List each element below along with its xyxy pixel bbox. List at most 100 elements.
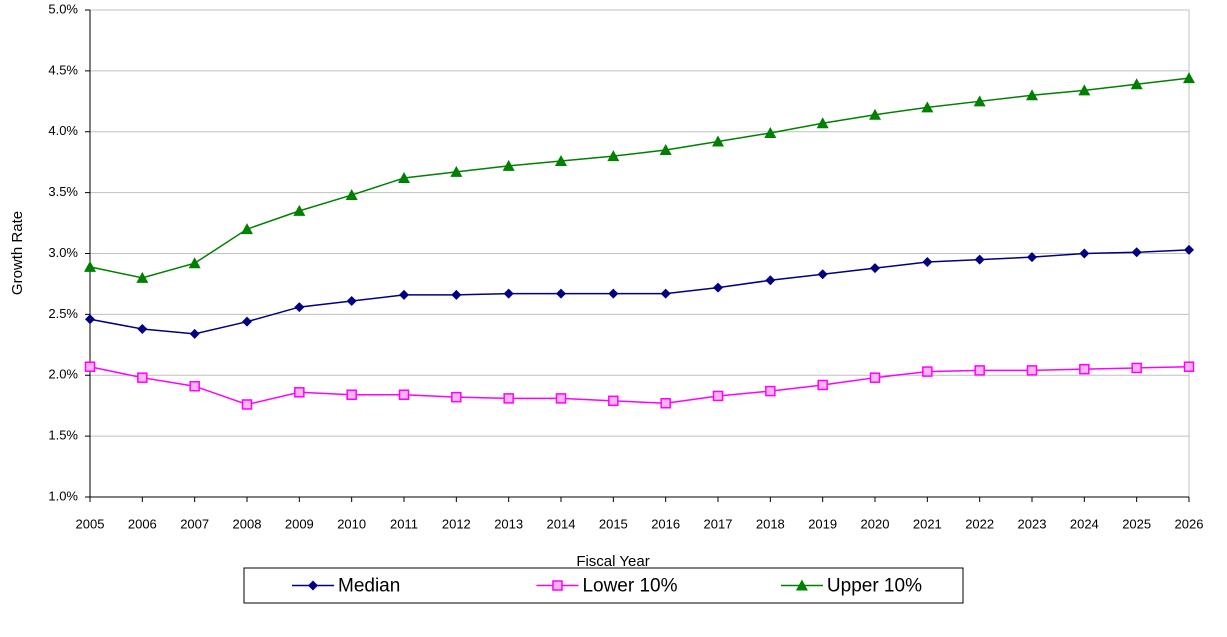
marker: [293, 204, 306, 216]
marker: [974, 365, 985, 376]
legend-label: Median: [338, 576, 400, 597]
marker: [85, 314, 95, 325]
marker: [136, 271, 149, 283]
marker: [922, 366, 933, 377]
series-line: [89, 249, 1190, 335]
legend-marker: [795, 579, 808, 591]
marker: [398, 389, 410, 400]
legend-label: Lower 10%: [582, 576, 677, 597]
y-tick-label: 2.5%: [48, 306, 78, 321]
marker: [294, 302, 305, 313]
legend-label: Upper 10%: [827, 576, 922, 597]
marker: [817, 269, 828, 280]
marker: [242, 316, 252, 327]
marker: [294, 387, 305, 398]
x-tick-label: 2016: [651, 516, 680, 531]
x-tick-label: 2025: [1122, 516, 1151, 531]
x-tick-label: 2023: [1018, 516, 1047, 531]
marker: [188, 257, 201, 269]
marker: [764, 126, 777, 138]
y-tick-label: 3.0%: [48, 245, 78, 260]
series-line: [89, 365, 1190, 406]
marker: [1026, 365, 1038, 376]
x-tick-label: 2013: [494, 516, 523, 531]
x-tick-label: 2024: [1070, 516, 1099, 531]
marker: [189, 328, 200, 339]
marker: [189, 380, 200, 392]
marker: [1184, 244, 1194, 255]
x-tick-label: 2008: [233, 516, 262, 531]
marker: [817, 379, 828, 391]
marker: [241, 399, 253, 410]
y-tick-label: 4.0%: [48, 123, 78, 138]
x-tick-label: 2022: [965, 516, 994, 531]
x-tick-label: 2021: [913, 516, 942, 531]
marker: [974, 254, 985, 265]
y-tick-label: 1.5%: [48, 428, 78, 443]
x-tick-label: 2012: [442, 516, 471, 531]
marker: [503, 393, 514, 404]
marker: [870, 263, 880, 274]
x-tick-label: 2015: [599, 516, 628, 531]
marker: [346, 295, 357, 306]
legend-marker: [552, 580, 563, 591]
marker: [555, 393, 567, 404]
marker: [608, 395, 619, 407]
marker: [1026, 89, 1038, 101]
x-tick-label: 2017: [704, 516, 733, 531]
marker: [451, 289, 462, 300]
marker: [869, 108, 881, 120]
y-axis-title: Growth Rate: [9, 211, 26, 295]
y-tick-label: 1.0%: [48, 488, 78, 503]
marker: [1131, 362, 1142, 374]
marker: [922, 257, 933, 268]
marker: [398, 172, 410, 184]
x-tick-label: 2007: [180, 516, 209, 531]
marker: [241, 223, 253, 235]
marker: [451, 391, 462, 403]
x-tick-label: 2020: [861, 516, 890, 531]
marker: [816, 117, 829, 129]
marker: [1027, 252, 1037, 263]
marker: [765, 385, 776, 397]
marker: [84, 260, 96, 272]
marker: [659, 144, 672, 156]
marker: [1079, 248, 1090, 259]
x-tick-label: 2010: [337, 516, 366, 531]
x-axis-title: Fiscal Year: [576, 553, 649, 570]
marker: [556, 288, 566, 299]
marker: [346, 389, 357, 400]
legend-box: [243, 567, 964, 604]
marker: [607, 150, 620, 162]
legend-marker: [308, 580, 318, 591]
x-tick-label: 2009: [285, 516, 314, 531]
y-tick-label: 3.5%: [48, 184, 78, 199]
x-tick-label: 2011: [390, 516, 418, 531]
marker: [399, 289, 409, 300]
marker: [450, 165, 463, 177]
y-tick-label: 2.0%: [48, 367, 78, 382]
marker: [869, 372, 881, 383]
marker: [555, 154, 567, 166]
marker: [84, 361, 96, 372]
x-tick-label: 2018: [756, 516, 785, 531]
y-tick-label: 4.5%: [48, 62, 78, 77]
marker: [137, 323, 148, 334]
marker: [660, 398, 671, 409]
marker: [765, 275, 776, 286]
x-tick-label: 2026: [1175, 516, 1204, 531]
series-line: [89, 77, 1190, 279]
marker: [660, 288, 671, 299]
marker: [1130, 78, 1143, 90]
marker: [502, 159, 515, 171]
marker: [345, 189, 358, 201]
x-tick-label: 2006: [128, 516, 157, 531]
marker: [503, 288, 514, 299]
marker: [713, 282, 723, 293]
marker: [1131, 247, 1142, 258]
marker: [921, 101, 934, 113]
marker: [712, 390, 724, 402]
marker: [1183, 72, 1195, 84]
y-tick-label: 5.0%: [48, 1, 78, 16]
